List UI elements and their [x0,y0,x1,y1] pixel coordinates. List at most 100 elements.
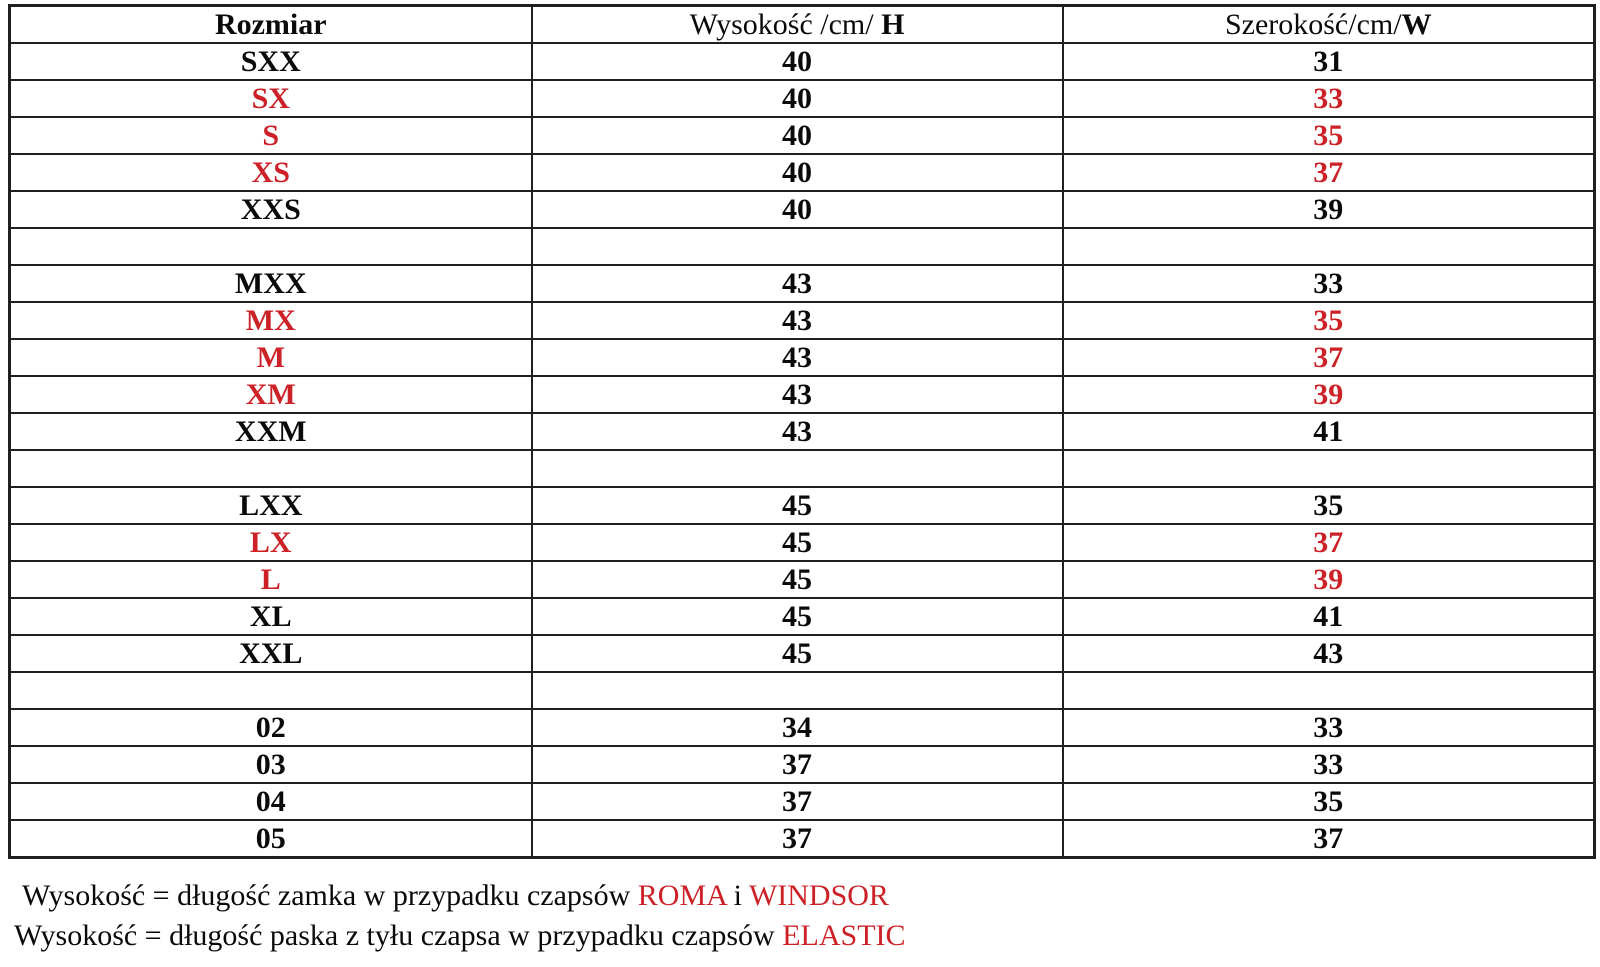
table-row: XS 40 37 [8,153,1596,192]
table-row: M 43 37 [8,338,1596,377]
size-cell: MX [8,301,533,340]
table-row: XXS 40 39 [8,190,1596,229]
width-cell: 33 [1061,708,1596,747]
size-cell: L [8,560,533,599]
height-cell: 45 [530,486,1064,525]
size-cell: XXM [8,412,533,451]
size-cell: 03 [8,745,533,784]
size-chart-table: Rozmiar Wysokość /cm/ H Szerokość/cm/W S… [8,4,1596,859]
table-row: MXX 43 33 [8,264,1596,303]
height-cell: 45 [530,634,1064,673]
size-cell [8,671,533,710]
height-cell: 43 [530,412,1064,451]
height-cell: 43 [530,375,1064,414]
footnote-line: Wysokość = długość paska z tyłu czapsa w… [14,916,906,956]
width-cell: 33 [1061,79,1596,118]
size-cell: 05 [8,819,533,859]
table-row: XL 45 41 [8,597,1596,636]
width-cell: 37 [1061,819,1596,859]
table-row: 02 34 33 [8,708,1596,747]
spacer-row [8,227,1596,266]
footnote-text: i [726,879,749,912]
height-cell [530,671,1064,710]
height-cell: 37 [530,782,1064,821]
footnote-text: Wysokość = długość zamka w przypadku cza… [22,879,638,912]
column-header-size: Rozmiar [8,4,533,44]
height-cell: 37 [530,819,1064,859]
table-row: LX 45 37 [8,523,1596,562]
height-cell: 40 [530,153,1064,192]
size-cell: XXS [8,190,533,229]
size-cell [8,449,533,488]
width-cell: 41 [1061,597,1596,636]
table-row: 04 37 35 [8,782,1596,821]
column-header-height: Wysokość /cm/ H [530,4,1064,44]
width-cell: 43 [1061,634,1596,673]
width-cell: 37 [1061,523,1596,562]
size-cell: XS [8,153,533,192]
size-cell: S [8,116,533,155]
size-cell: SX [8,79,533,118]
size-cell: LX [8,523,533,562]
footnotes: Wysokość = długość zamka w przypadku cza… [14,876,906,956]
height-cell [530,449,1064,488]
size-cell: MXX [8,264,533,303]
size-cell: LXX [8,486,533,525]
height-cell: 45 [530,597,1064,636]
height-cell: 45 [530,523,1064,562]
table-row: S 40 35 [8,116,1596,155]
width-cell: 33 [1061,264,1596,303]
size-cell: 04 [8,782,533,821]
width-cell: 39 [1061,190,1596,229]
footnote-line: Wysokość = długość zamka w przypadku cza… [14,876,906,916]
spacer-row [8,671,1596,710]
height-cell: 40 [530,42,1064,81]
width-cell: 31 [1061,42,1596,81]
width-cell: 39 [1061,375,1596,414]
column-header-height-label: Wysokość /cm/ [689,7,882,41]
column-header-width: Szerokość/cm/W [1061,4,1596,44]
footnote-highlight: WINDSOR [748,879,889,912]
table-row: SXX 40 31 [8,42,1596,81]
table-row: XM 43 39 [8,375,1596,414]
width-cell: 39 [1061,560,1596,599]
column-header-width-label: Szerokość/cm/ [1224,7,1402,41]
width-cell: 33 [1061,745,1596,784]
size-cell: XM [8,375,533,414]
table-row: XXL 45 43 [8,634,1596,673]
height-cell: 45 [530,560,1064,599]
width-cell [1061,227,1596,266]
size-cell: SXX [8,42,533,81]
table-row: LXX 45 35 [8,486,1596,525]
size-cell: XL [8,597,533,636]
table-row: 03 37 33 [8,745,1596,784]
table-row: SX 40 33 [8,79,1596,118]
size-cell [8,227,533,266]
table-row: XXM 43 41 [8,412,1596,451]
spacer-row [8,449,1596,488]
width-cell: 41 [1061,412,1596,451]
height-cell: 37 [530,745,1064,784]
width-cell [1061,449,1596,488]
table-row: L 45 39 [8,560,1596,599]
width-cell: 35 [1061,486,1596,525]
column-header-size-label-bold: Rozmiar [214,7,327,41]
height-cell: 43 [530,301,1064,340]
width-cell: 35 [1061,116,1596,155]
header-row: Rozmiar Wysokość /cm/ H Szerokość/cm/W [8,4,1596,44]
footnote-highlight: ROMA [637,879,727,912]
width-cell [1061,671,1596,710]
size-cell: XXL [8,634,533,673]
table-row: MX 43 35 [8,301,1596,340]
width-cell: 37 [1061,153,1596,192]
width-cell: 35 [1061,301,1596,340]
height-cell: 43 [530,338,1064,377]
width-cell: 35 [1061,782,1596,821]
size-cell: 02 [8,708,533,747]
width-cell: 37 [1061,338,1596,377]
table-row: 05 37 37 [8,819,1596,859]
height-cell: 43 [530,264,1064,303]
size-cell: M [8,338,533,377]
column-header-width-label-bold: W [1401,7,1432,41]
